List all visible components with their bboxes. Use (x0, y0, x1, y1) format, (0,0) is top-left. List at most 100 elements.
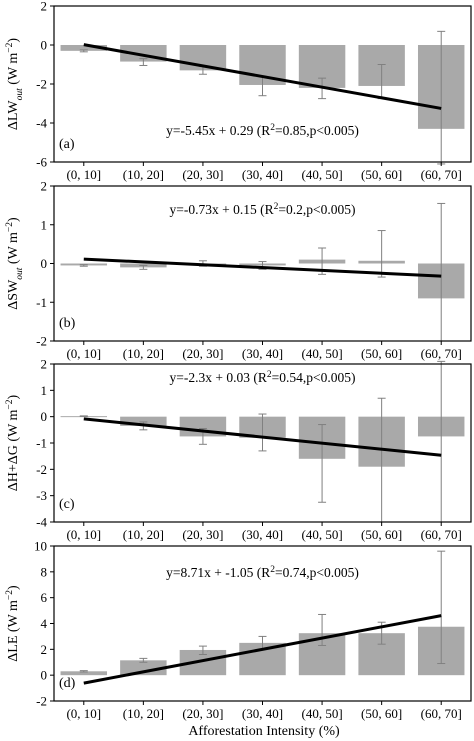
error-bar (79, 415, 88, 417)
y-tick-label: -1 (36, 436, 47, 451)
error-bar (198, 645, 207, 655)
y-axis-title: ΔLE (W m−2) (5, 585, 21, 662)
text-part: =0.74,p<0.005) (275, 565, 359, 580)
text-part: ΔLW (6, 100, 21, 131)
error-bar (258, 413, 267, 452)
y-tick-label: -4 (36, 116, 47, 131)
bar (120, 416, 167, 426)
text-part: ) (6, 394, 21, 399)
y-tick-label: -4 (36, 515, 47, 530)
x-tick-label: (60, 70] (421, 527, 462, 542)
text-part: y=-2.3x + 0.03 (R (170, 370, 267, 385)
text-part: ΔLE (W m (6, 600, 21, 662)
x-tick-label: (30, 40] (242, 527, 283, 542)
text-part: =0.85,p<0.005) (275, 123, 359, 138)
x-tick-label: (30, 40] (242, 706, 283, 721)
x-tick-label: (60, 70] (421, 346, 462, 361)
fit-line (83, 417, 442, 457)
x-tick-label: (40, 50] (301, 706, 342, 721)
y-tick-label: 2 (41, 357, 48, 372)
x-tick-label: (0, 10] (66, 167, 101, 182)
chart-panel-1: -6 -4 -2 0 2 (0, 10] (10, 20] (20, 30] (30, 40] (… (5, 0, 472, 182)
bar (120, 660, 167, 676)
text-part: (W m (6, 53, 21, 89)
x-tick-label: (40, 50] (301, 167, 342, 182)
fit-equation: y=-2.3x + 0.03 (R2=0.54,p<0.005) (170, 370, 356, 385)
text-part: 2 (274, 202, 279, 212)
y-axis-title: ΔH+ΔG (W m−2) (5, 394, 21, 491)
error-bar (139, 58, 148, 66)
text-part: =0.2,p<0.005) (278, 202, 355, 217)
y-tick-label: 10 (34, 539, 47, 554)
y-tick-label: 0 (41, 38, 48, 53)
chart-panel-2: -2 -1 0 1 2 (0, 10] (10, 20] (20, 30] (30, 40] (4… (5, 179, 472, 361)
x-tick-label: (20, 30] (182, 527, 223, 542)
text-part: −2 (5, 590, 15, 600)
fit-equation: y=-0.73x + 0.15 (R2=0.2,p<0.005) (170, 202, 356, 217)
y-axis-title: ΔLWout (W m−2) (5, 38, 25, 131)
y-tick-label: 2 (41, 642, 48, 657)
text-part: 2 (267, 370, 272, 380)
error-bar (437, 360, 446, 523)
text-part: −2 (5, 222, 15, 232)
text-part: out (15, 88, 25, 101)
text-part: ) (6, 585, 21, 590)
y-tick-label: 8 (41, 564, 48, 579)
y-tick-label: -1 (36, 295, 47, 310)
text-part: out (15, 267, 25, 280)
x-tick-label: (10, 20] (123, 527, 164, 542)
x-tick-label: (10, 20] (123, 167, 164, 182)
x-axis-title: Afforestation Intensity (%) (188, 724, 340, 739)
text-part: y=-0.73x + 0.15 (R (170, 202, 274, 217)
x-tick-label: (30, 40] (242, 167, 283, 182)
y-tick-label: -3 (36, 488, 47, 503)
fit-line (83, 614, 442, 685)
error-bar (318, 424, 327, 503)
text-part: −2 (5, 42, 15, 52)
text-part: −2 (5, 399, 15, 409)
fit-equation: y=8.71x + -1.05 (R2=0.74,p<0.005) (166, 565, 359, 580)
text-part: ΔH+ΔG (W m (6, 409, 21, 491)
x-tick-label: (30, 40] (242, 346, 283, 361)
y-tick-label: 6 (41, 590, 48, 605)
text-part: (W m (6, 232, 21, 268)
y-tick-label: 2 (41, 179, 48, 194)
x-tick-label: (10, 20] (123, 706, 164, 721)
y-axis-title: ΔSWout (W m−2) (5, 217, 25, 310)
bar (60, 671, 108, 676)
x-tick-label: (50, 60] (361, 527, 402, 542)
text-part: y=-5.45x + 0.29 (R (166, 123, 270, 138)
x-tick-label: (50, 60] (361, 346, 402, 361)
x-tick-label: (40, 50] (301, 346, 342, 361)
x-tick-label: (60, 70] (421, 706, 462, 721)
x-tick-label: (0, 10] (66, 527, 101, 542)
text-part: 2 (270, 123, 275, 133)
y-tick-label: -2 (36, 334, 47, 349)
error-bar (437, 550, 446, 665)
text-part: ΔSW (6, 279, 21, 310)
y-tick-label: 1 (41, 383, 48, 398)
text-part: =0.54,p<0.005) (272, 370, 356, 385)
text-part: 2 (270, 565, 275, 575)
text-part: ) (6, 217, 21, 222)
y-tick-label: 0 (41, 256, 48, 271)
y-tick-label: 0 (41, 668, 48, 683)
chart-panel-3: -4 -3 -2 -1 0 1 2 (0, 10] (10, 20] (20, 30] (30, 4… (5, 357, 472, 542)
y-tick-label: 0 (41, 409, 48, 424)
x-tick-label: (0, 10] (66, 706, 101, 721)
error-bar (318, 613, 327, 646)
fit-equation: y=-5.45x + 0.29 (R2=0.85,p<0.005) (166, 123, 359, 138)
x-tick-label: (50, 60] (361, 167, 402, 182)
y-tick-label: 1 (41, 217, 48, 232)
error-bar (139, 657, 148, 663)
y-tick-label: 4 (41, 616, 48, 631)
x-tick-label: (20, 30] (182, 706, 223, 721)
chart-panel-4: -2 0 2 4 6 8 10 (0, 10] (10, 20] (20, 30] (30, 40]… (5, 539, 472, 721)
bar (60, 45, 108, 51)
error-bar (79, 670, 88, 673)
y-tick-label: -2 (36, 694, 47, 709)
x-tick-label: (60, 70] (421, 167, 462, 182)
x-tick-label: (20, 30] (182, 346, 223, 361)
x-tick-label: (20, 30] (182, 167, 223, 182)
